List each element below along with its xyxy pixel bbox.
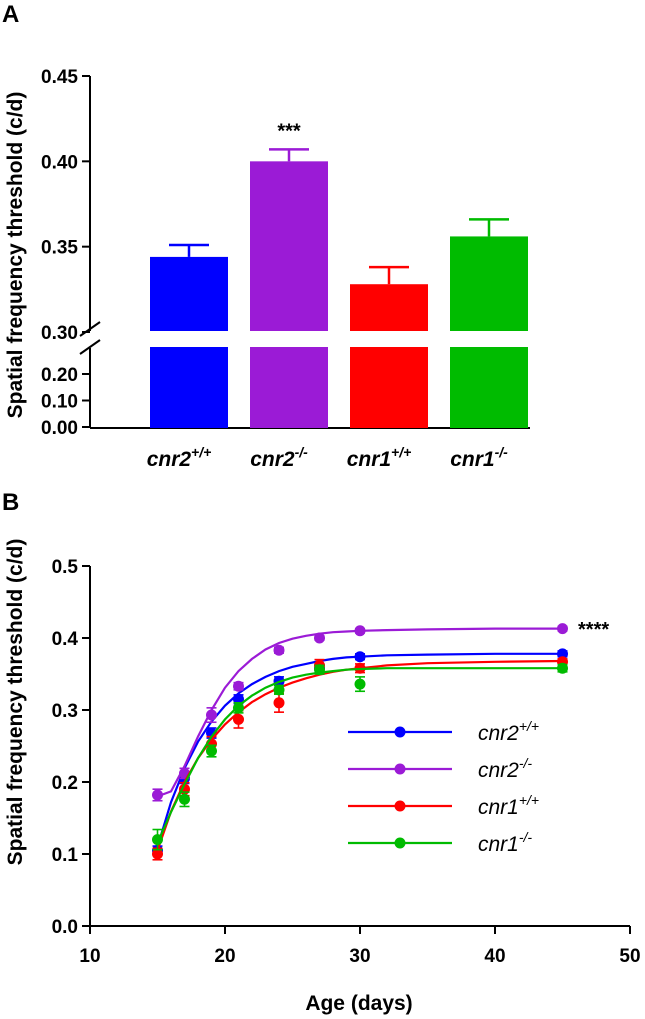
data-point-cnr2	[206, 709, 217, 721]
category-label-cnr2-0-base: cnr2	[147, 448, 192, 471]
panel-b-significance: ****	[578, 619, 609, 641]
panel-b-x-tick-label: 30	[349, 946, 370, 967]
panel-letter-a: A	[2, 1, 19, 28]
category-label-cnr1-3-superscript: -/-	[495, 444, 509, 460]
data-point-cnr2	[233, 693, 244, 705]
data-point-cnr1	[557, 662, 568, 674]
legend-marker-cnr1	[394, 800, 406, 812]
data-point-cnr2	[557, 623, 568, 635]
significance-label: ***	[277, 120, 301, 142]
legend-label-cnr2-1-base: cnr2	[478, 759, 519, 782]
data-point-cnr2	[354, 625, 366, 637]
category-label-cnr2-0: cnr2+/+	[147, 444, 212, 471]
data-point-cnr1	[179, 793, 190, 805]
data-point-cnr1	[152, 834, 163, 846]
bar-cnr1-upper	[350, 284, 428, 331]
data-point-cnr1	[206, 745, 217, 757]
panel-a-y-tick-label: 0.20	[41, 365, 78, 386]
panel-a-y-tick-label: 0.35	[41, 238, 78, 259]
category-label-cnr2-0-superscript: +/+	[191, 444, 211, 460]
legend-marker-cnr2	[394, 763, 406, 775]
panel-letter-b: B	[2, 489, 19, 516]
panel-a-y-tick-label: 0.10	[41, 392, 78, 413]
panel-b-x-tick-label: 50	[619, 946, 640, 967]
panel-a-axis-break-mark	[79, 321, 101, 337]
panel-b-x-tick-label: 20	[214, 946, 235, 967]
line-chart-panel-b: Spatial frequency threshold (c/d) Age (d…	[4, 539, 641, 1015]
legend-label-cnr1-3-base: cnr1	[478, 833, 519, 856]
panel-a-y-tick-label: 0.30	[41, 323, 78, 344]
data-point-cnr2	[233, 680, 244, 692]
bar-cnr1-lower	[450, 347, 528, 428]
legend-label-cnr1-2-superscript: +/+	[519, 792, 539, 808]
category-label-cnr2-1-superscript: -/-	[295, 444, 309, 460]
panel-a-y-tick-label: 0.45	[41, 67, 78, 88]
category-label-cnr2-1-base: cnr2	[250, 448, 295, 471]
panel-a-y-tick-label: 0.00	[41, 418, 78, 439]
legend-label-cnr1-3-superscript: -/-	[519, 829, 533, 845]
legend-label-cnr1-2-base: cnr1	[478, 796, 519, 819]
bar-chart-panel-a: Spatial frequency threshold (c/d) 0.30 0.…	[4, 67, 530, 471]
panel-b-y-tick-label: 0.2	[52, 773, 78, 794]
panel-a-y-axis-title: Spatial frequency threshold (c/d)	[4, 92, 27, 419]
bar-cnr2-upper	[150, 256, 228, 331]
panel-b-y-tick-label: 0.3	[52, 701, 78, 722]
category-label-cnr1-3: cnr1-/-	[450, 444, 508, 471]
category-label-cnr1-2-base: cnr1	[347, 448, 391, 471]
fit-curve-cnr1-3	[156, 667, 563, 844]
bar-cnr2-lower	[150, 347, 228, 428]
panel-a-axis-break-mark	[79, 339, 101, 355]
panel-b-x-tick-label: 40	[484, 946, 505, 967]
data-point-cnr1	[152, 848, 163, 860]
legend-marker-cnr1	[394, 837, 406, 849]
fit-curve-cnr2-0	[156, 652, 563, 848]
legend-label-cnr1-3: cnr1-/-	[478, 829, 532, 856]
legend-label-cnr1-2: cnr1+/+	[478, 792, 539, 819]
panel-b-y-tick-label: 0.1	[52, 845, 79, 866]
data-point-cnr1	[354, 678, 366, 690]
legend-label-cnr2-1: cnr2-/-	[478, 755, 532, 782]
panel-a-y-tick-label: 0.40	[41, 152, 78, 173]
fit-curve-cnr2-1	[157, 627, 563, 798]
bar-cnr2-upper	[250, 161, 328, 331]
bar-cnr1-lower	[350, 347, 428, 428]
data-point-cnr2	[314, 632, 325, 644]
legend-marker-cnr2	[394, 726, 406, 738]
panel-b-y-tick-label: 0.4	[52, 629, 79, 650]
legend-label-cnr2-1-superscript: -/-	[519, 755, 533, 771]
data-point-cnr2	[354, 651, 366, 663]
bar-cnr1-upper	[450, 236, 528, 331]
category-label-cnr1-2-superscript: +/+	[391, 444, 411, 460]
category-label-cnr2-1: cnr2-/-	[250, 444, 308, 471]
data-point-cnr1	[233, 702, 244, 714]
legend-label-cnr2-0: cnr2+/+	[478, 718, 539, 745]
legend-label-cnr2-0-base: cnr2	[478, 722, 519, 745]
category-label-cnr1-2: cnr1+/+	[347, 444, 412, 471]
panel-b-y-tick-label: 0.0	[52, 917, 78, 938]
data-point-cnr2	[557, 648, 568, 660]
panel-b-y-axis-title: Spatial frequency threshold (c/d)	[4, 539, 27, 866]
panel-b-y-tick-label: 0.5	[52, 557, 79, 578]
bar-cnr2-lower	[250, 347, 328, 428]
panel-b-x-tick-label: 10	[79, 946, 100, 967]
data-point-cnr1	[273, 697, 285, 709]
legend-label-cnr2-0-superscript: +/+	[519, 718, 539, 734]
data-point-cnr1	[273, 684, 285, 696]
panel-b-x-axis-title: Age (days)	[305, 992, 412, 1015]
category-label-cnr1-3-base: cnr1	[450, 448, 494, 471]
data-point-cnr1	[314, 664, 325, 676]
data-point-cnr1	[233, 713, 244, 725]
data-point-cnr2	[152, 789, 163, 801]
data-point-cnr2	[273, 644, 285, 656]
